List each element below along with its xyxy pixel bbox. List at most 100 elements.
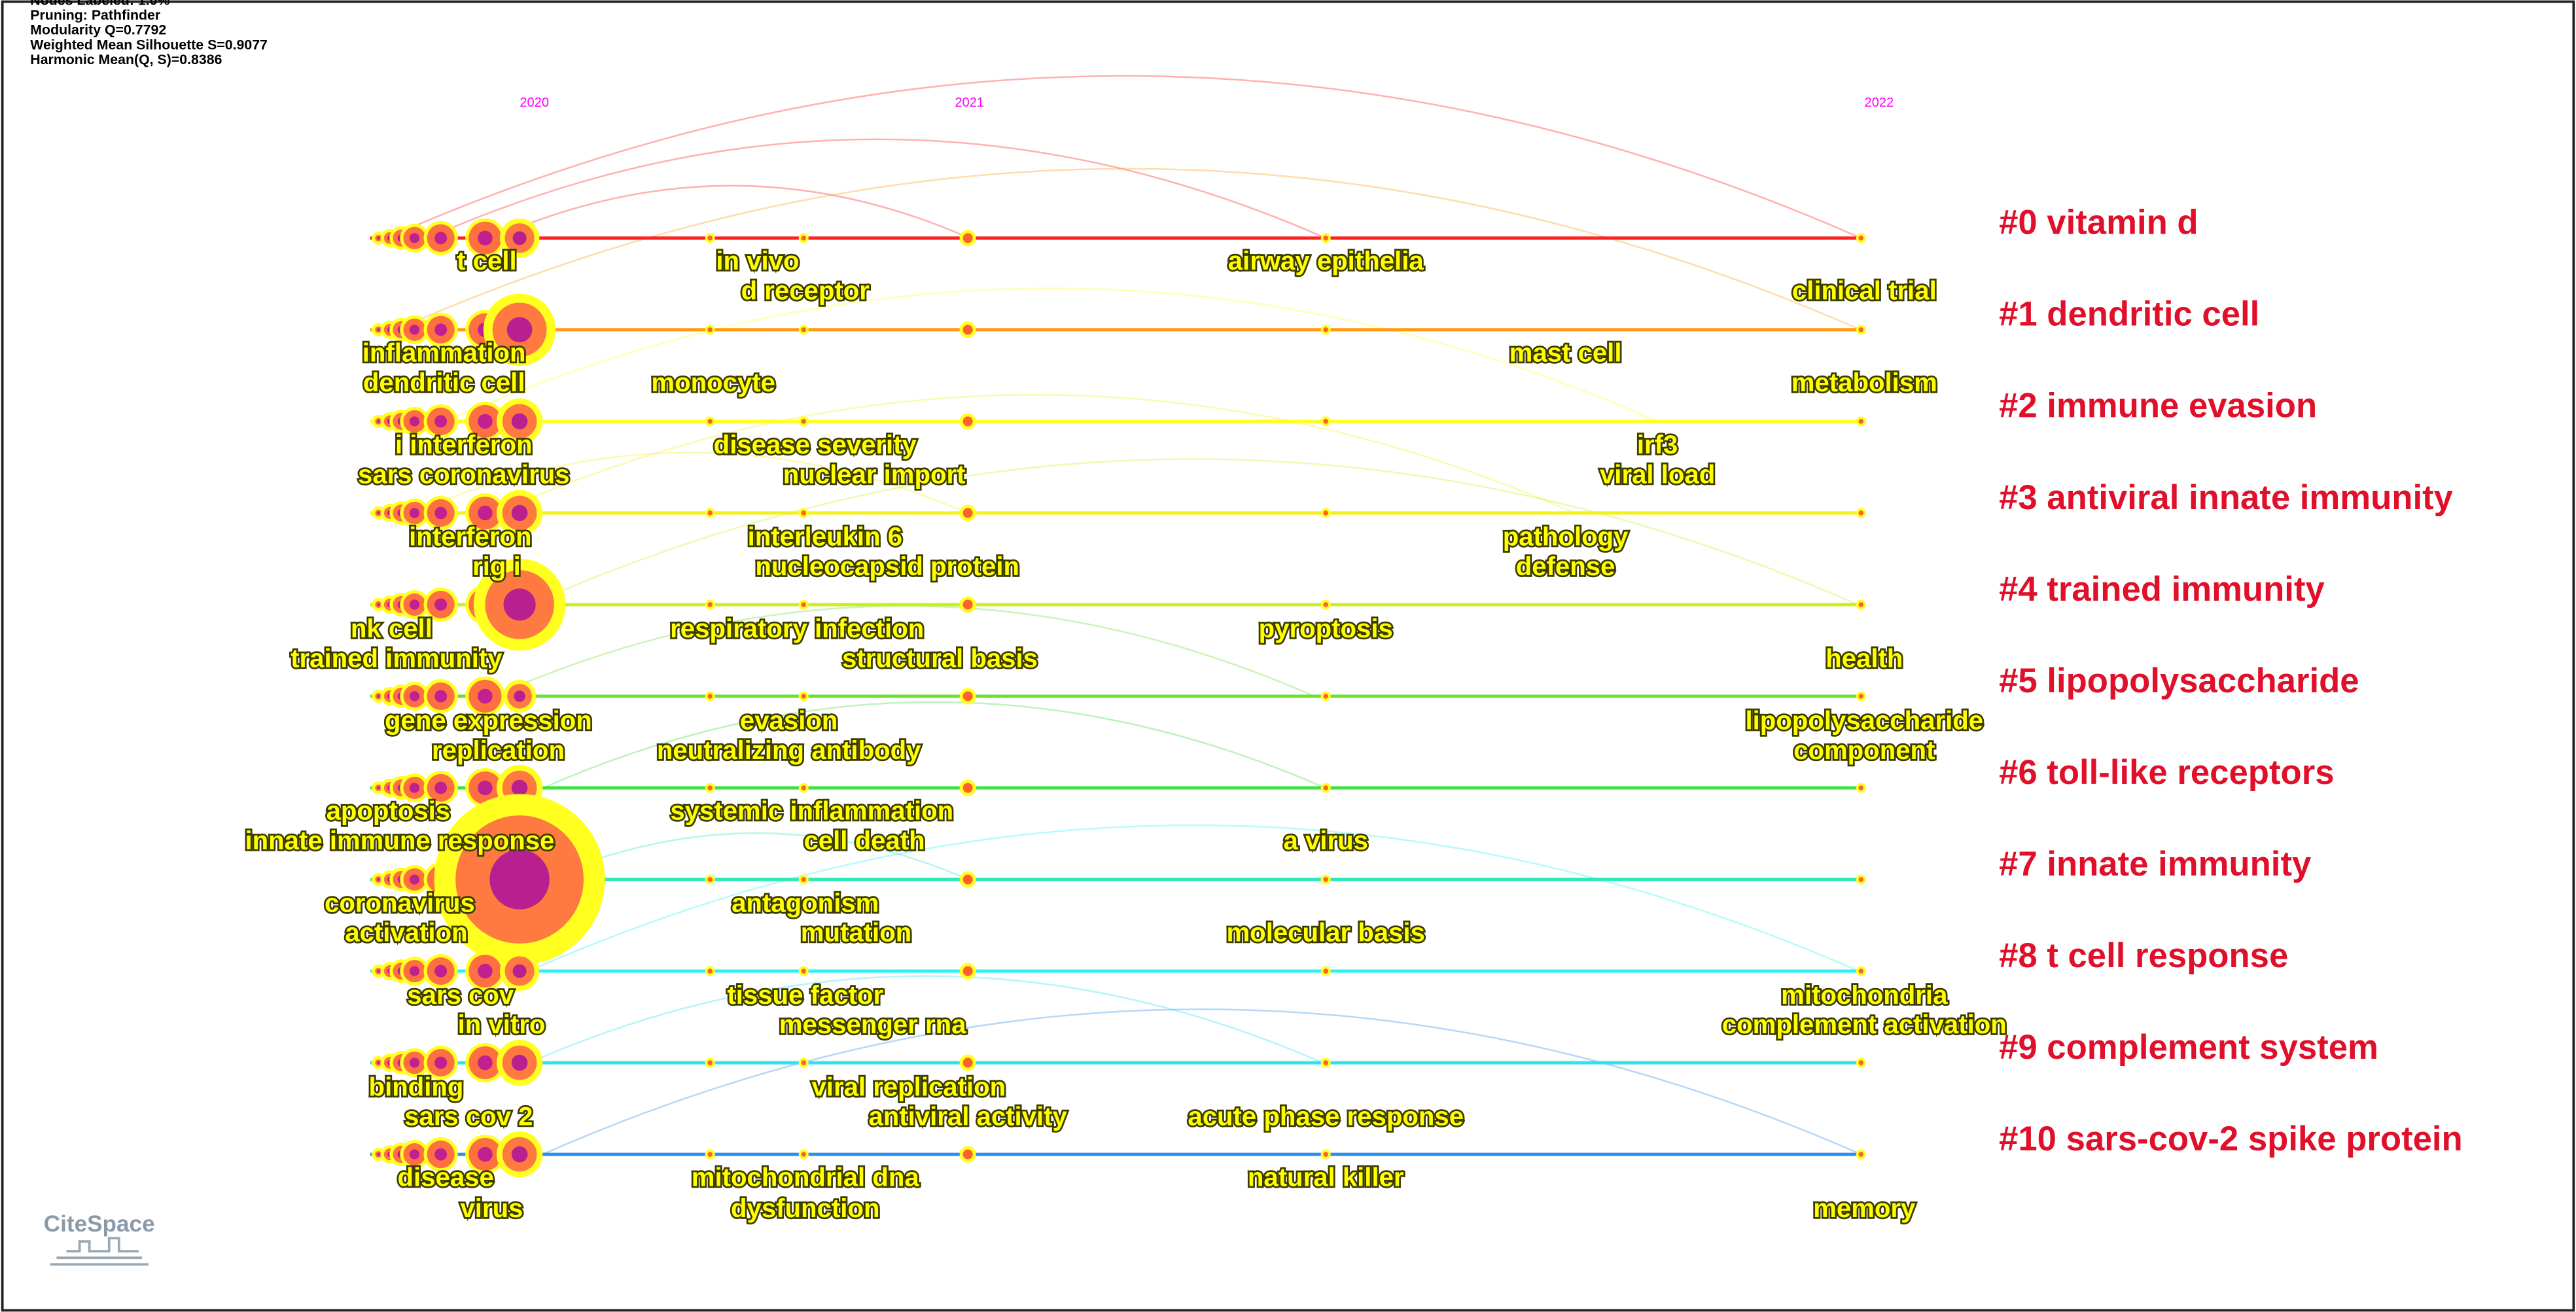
node-core (1858, 785, 1864, 790)
year-label: 2022 (1865, 96, 1894, 110)
keyword-label: mitochondria (1781, 980, 1948, 1010)
cluster-label: #0 vitamin d (1999, 204, 2198, 242)
node-core (962, 325, 973, 335)
node-core (707, 694, 713, 699)
node-core (801, 327, 806, 332)
keyword-label: messenger rna (779, 1010, 966, 1039)
node-core (962, 508, 973, 518)
node-center (434, 598, 448, 611)
arcs (386, 75, 1861, 1156)
node-center (511, 413, 528, 430)
keyword-label: i interferon (395, 430, 533, 459)
node-center (511, 1146, 528, 1163)
node-core (962, 1149, 973, 1160)
node-center (377, 603, 380, 607)
node-center (511, 505, 528, 522)
node-center (377, 328, 380, 332)
keyword-label: defense (1516, 552, 1615, 581)
node-core (801, 419, 806, 424)
citation-arc (386, 75, 1861, 239)
cluster-label: #7 innate immunity (1999, 845, 2312, 883)
keyword-label: in vivo (716, 246, 799, 275)
node-center (409, 1149, 420, 1160)
keyword-label: irf3 (1637, 430, 1678, 459)
keyword-label: antiviral activity (868, 1102, 1067, 1131)
keyword-label: replication (432, 736, 565, 765)
node-center (409, 783, 420, 793)
node-center (434, 1148, 448, 1161)
keyword-label: a virus (1284, 826, 1368, 855)
keyword-label: mast cell (1509, 338, 1622, 368)
node-center (434, 232, 448, 245)
node-core (801, 236, 806, 241)
cluster-label: #5 lipopolysaccharide (1999, 662, 2359, 700)
node-core (1323, 236, 1328, 241)
keyword-label: mitochondrial dna (692, 1162, 920, 1192)
keyword-label: clinical trial (1792, 275, 1937, 305)
cluster-lines (370, 236, 1861, 1156)
keyword-label: coronavirus (325, 888, 475, 917)
keyword-label: in vitro (458, 1010, 546, 1039)
keyword-label: pyroptosis (1259, 614, 1393, 643)
node-center (434, 690, 448, 703)
keyword-label: natural killer (1248, 1162, 1404, 1192)
node-center (409, 966, 420, 976)
node-center (434, 1056, 448, 1069)
keyword-label: airway epithelia (1228, 246, 1424, 275)
keyword-label: memory (1813, 1194, 1916, 1223)
stat-line: Modularity Q=0.7792 (30, 22, 166, 38)
node-center (409, 325, 420, 335)
keyword-label: evasion (740, 706, 838, 736)
citation-arc (394, 168, 1861, 331)
citation-arc (493, 394, 1578, 515)
citation-arc (525, 458, 1861, 607)
keyword-label: sars cov 2 (404, 1102, 533, 1131)
node-center (434, 781, 448, 794)
node-center (377, 878, 380, 881)
node-core (1858, 1060, 1864, 1065)
year-label: 2021 (955, 96, 984, 110)
labels: Nodes Labeled: 1.0%Pruning: PathfinderMo… (30, 0, 2463, 1225)
node-core (707, 1060, 713, 1065)
node-core (1858, 694, 1864, 699)
node-core (1323, 968, 1328, 974)
node-core (1858, 419, 1864, 424)
node-core (1323, 877, 1328, 882)
keyword-label: disease severity (714, 430, 917, 459)
node-center (409, 508, 420, 518)
node-core (707, 327, 713, 332)
citation-arc (525, 975, 1326, 1065)
keyword-label: apoptosis (326, 796, 451, 826)
node-center (409, 416, 420, 427)
keyword-label: metabolism (1791, 368, 1937, 397)
keyword-label: molecular basis (1226, 917, 1424, 947)
node-center (409, 1057, 420, 1068)
keyword-label: cell death (803, 826, 925, 855)
cluster-label: #4 trained immunity (1999, 570, 2325, 609)
keyword-label: dendritic cell (363, 368, 525, 397)
cluster-label: #2 immune evasion (1999, 387, 2317, 425)
stat-line: Harmonic Mean(Q, S)=0.8386 (30, 52, 222, 67)
keyword-label: nuclear import (783, 459, 966, 489)
node-core (801, 694, 806, 699)
node-core (707, 1152, 713, 1157)
keyword-label: tissue factor (727, 980, 883, 1010)
node-center (503, 588, 536, 621)
node-core (962, 416, 973, 427)
node-center (478, 688, 493, 704)
node-core (1858, 510, 1864, 516)
node-core (801, 968, 806, 974)
keyword-label: activation (345, 917, 467, 947)
logo: CiteSpace (44, 1211, 155, 1266)
cluster-label: #10 sars-cov-2 spike protein (1999, 1120, 2463, 1158)
node-core (801, 877, 806, 882)
year-label: 2020 (520, 96, 549, 110)
stat-line: Nodes Labeled: 1.0% (30, 0, 169, 9)
node-center (478, 963, 493, 979)
node-center (506, 317, 533, 343)
keyword-label: complement activation (1722, 1010, 2007, 1039)
citation-arc (444, 287, 1660, 423)
nodes (372, 218, 1866, 1178)
node-core (707, 968, 713, 974)
